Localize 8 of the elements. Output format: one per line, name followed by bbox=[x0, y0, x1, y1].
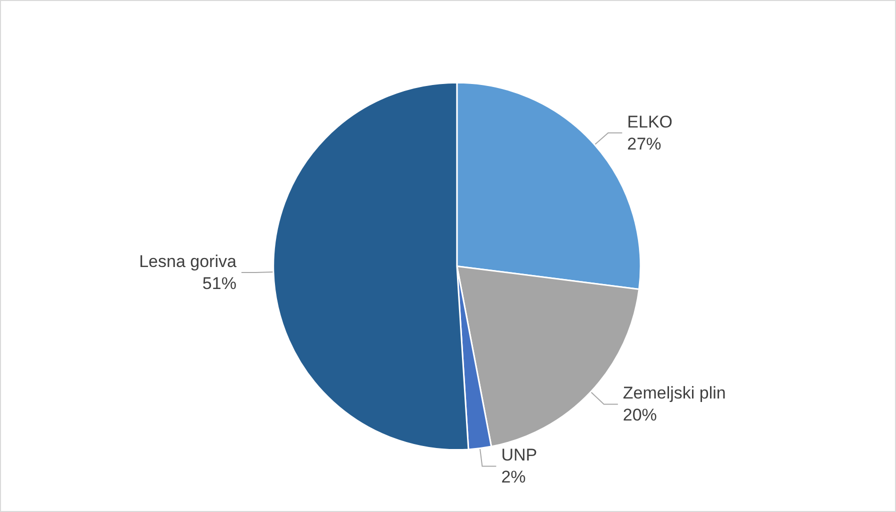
slice-label: Zemeljski plin bbox=[622, 384, 726, 403]
slice-label: Lesna goriva bbox=[139, 252, 237, 272]
slice-label: ELKO bbox=[627, 112, 673, 132]
data-label: 51% bbox=[202, 274, 236, 294]
data-label: 20% bbox=[622, 406, 657, 425]
slice-label: UNP bbox=[501, 446, 538, 465]
data-label: 27% bbox=[627, 134, 662, 154]
data-label: 2% bbox=[501, 468, 526, 487]
